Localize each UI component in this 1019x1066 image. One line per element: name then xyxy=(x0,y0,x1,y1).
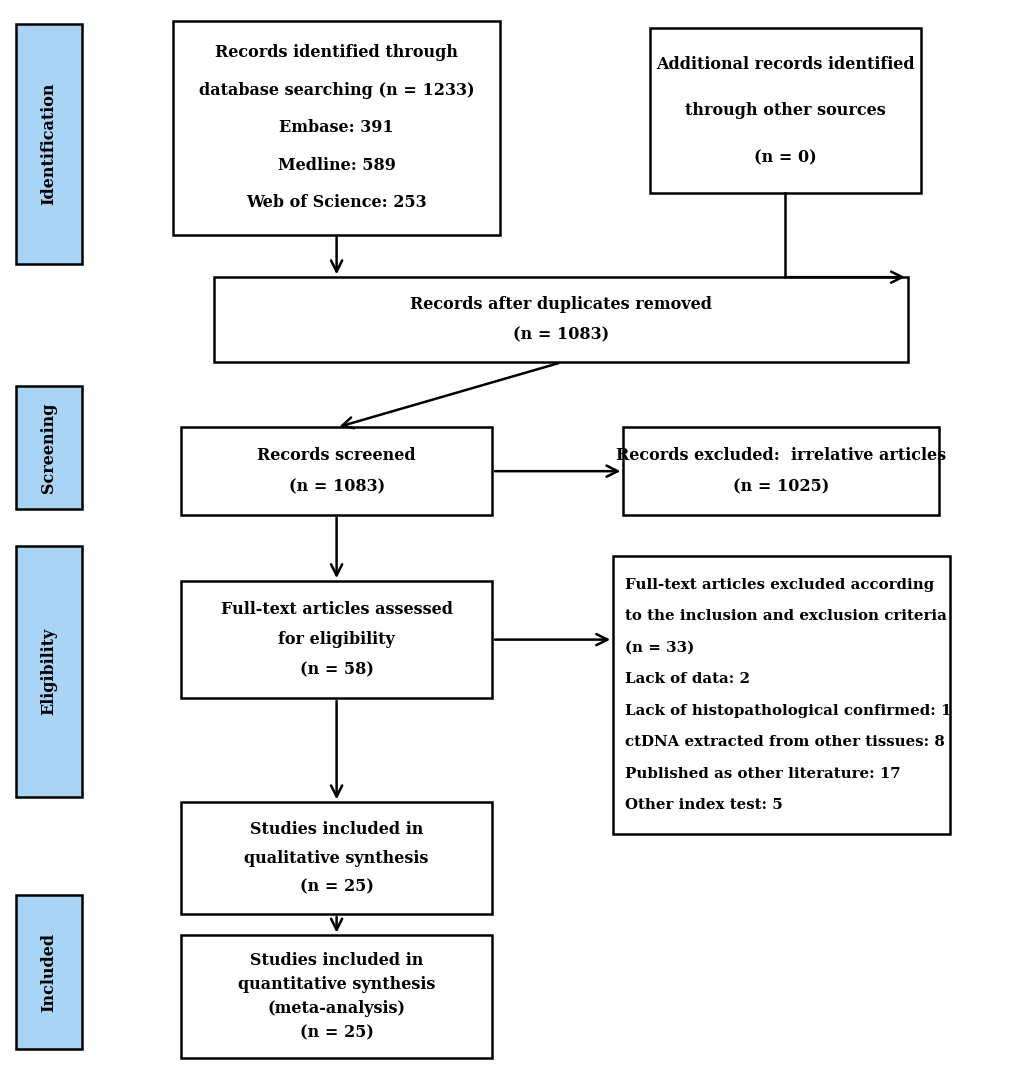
Text: for eligibility: for eligibility xyxy=(278,631,394,648)
Bar xyxy=(181,802,492,914)
Text: to the inclusion and exclusion criteria: to the inclusion and exclusion criteria xyxy=(625,610,947,624)
Text: (n = 0): (n = 0) xyxy=(753,149,816,166)
Text: Published as other literature: 17: Published as other literature: 17 xyxy=(625,766,900,780)
Text: quantitative synthesis: quantitative synthesis xyxy=(237,976,435,994)
Text: Additional records identified: Additional records identified xyxy=(655,55,914,72)
Text: Other index test: 5: Other index test: 5 xyxy=(625,798,783,812)
Text: (n = 33): (n = 33) xyxy=(625,641,694,655)
Bar xyxy=(181,427,492,515)
Bar xyxy=(650,28,920,194)
Text: Lack of data: 2: Lack of data: 2 xyxy=(625,673,750,687)
Text: (n = 25): (n = 25) xyxy=(300,1024,373,1041)
Text: (n = 58): (n = 58) xyxy=(300,662,373,679)
Text: Full-text articles excluded according: Full-text articles excluded according xyxy=(625,578,933,592)
Text: qualitative synthesis: qualitative synthesis xyxy=(245,850,428,867)
Bar xyxy=(623,427,938,515)
Bar xyxy=(181,581,492,698)
Text: Medline: 589: Medline: 589 xyxy=(277,157,395,174)
Bar xyxy=(16,25,83,264)
Text: Included: Included xyxy=(41,933,57,1012)
Bar xyxy=(181,936,492,1057)
Text: Studies included in: Studies included in xyxy=(250,821,423,838)
Text: Embase: 391: Embase: 391 xyxy=(279,119,393,136)
Text: (n = 25): (n = 25) xyxy=(300,878,373,895)
Text: Studies included in: Studies included in xyxy=(250,952,423,969)
Bar xyxy=(173,21,499,235)
Text: Records screened: Records screened xyxy=(257,448,416,464)
Text: Eligibility: Eligibility xyxy=(41,628,57,715)
Text: through other sources: through other sources xyxy=(685,102,884,119)
Text: (n = 1083): (n = 1083) xyxy=(513,326,608,343)
Bar xyxy=(16,895,83,1049)
Text: Full-text articles assessed: Full-text articles assessed xyxy=(220,600,452,617)
Text: Web of Science: 253: Web of Science: 253 xyxy=(246,194,427,211)
Bar xyxy=(214,277,907,362)
Bar xyxy=(16,386,83,510)
Text: Screening: Screening xyxy=(41,403,57,492)
Text: Lack of histopathological confirmed: 1: Lack of histopathological confirmed: 1 xyxy=(625,704,951,717)
Bar xyxy=(16,547,83,797)
Text: Records identified through: Records identified through xyxy=(215,45,458,62)
Bar xyxy=(612,556,949,834)
Text: (n = 1083): (n = 1083) xyxy=(288,479,384,495)
Text: Records excluded:  irrelative articles: Records excluded: irrelative articles xyxy=(615,448,946,464)
Text: database searching (n = 1233): database searching (n = 1233) xyxy=(199,82,474,99)
Text: (meta-analysis): (meta-analysis) xyxy=(267,1000,406,1017)
Text: Identification: Identification xyxy=(41,83,57,205)
Text: ctDNA extracted from other tissues: 8: ctDNA extracted from other tissues: 8 xyxy=(625,736,944,749)
Text: (n = 1025): (n = 1025) xyxy=(733,479,828,495)
Text: Records after duplicates removed: Records after duplicates removed xyxy=(410,296,711,313)
